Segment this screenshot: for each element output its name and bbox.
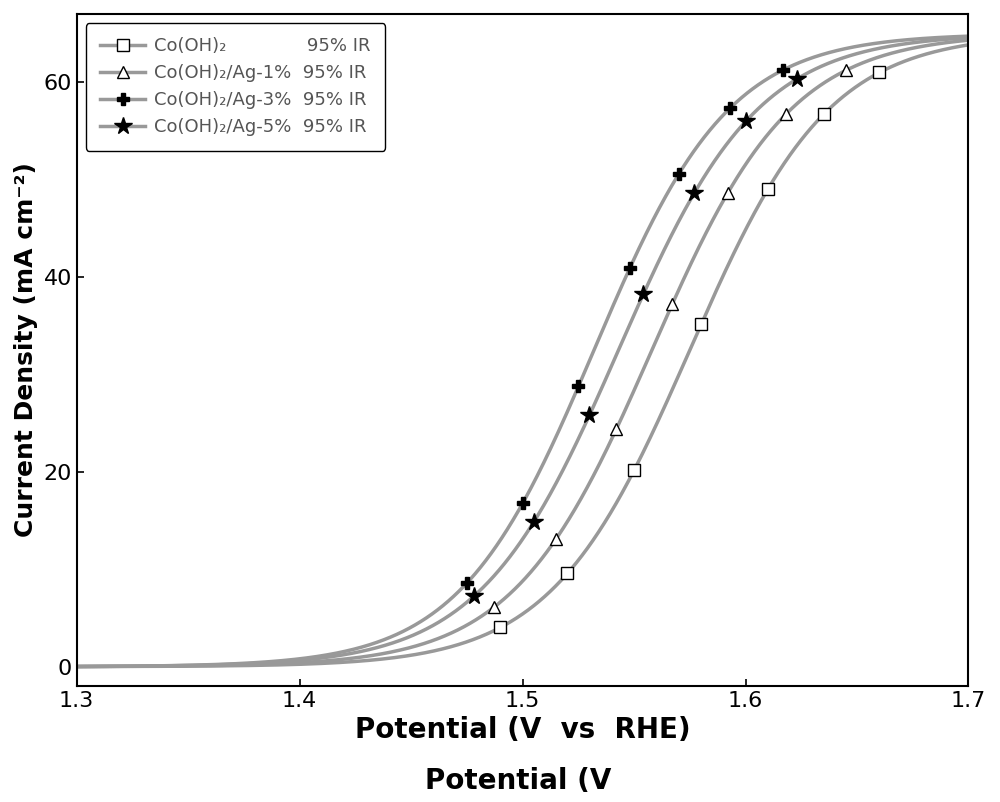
Y-axis label: Current Density (mA cm⁻²): Current Density (mA cm⁻²) <box>14 163 38 537</box>
Text: Potential (V: Potential (V <box>425 767 621 795</box>
Legend: Co(OH)₂              95% IR, Co(OH)₂/Ag-1%  95% IR, Co(OH)₂/Ag-3%  95% IR, Co(OH: Co(OH)₂ 95% IR, Co(OH)₂/Ag-1% 95% IR, Co… <box>86 23 385 151</box>
X-axis label: Potential (V  vs  RHE): Potential (V vs RHE) <box>355 716 690 744</box>
